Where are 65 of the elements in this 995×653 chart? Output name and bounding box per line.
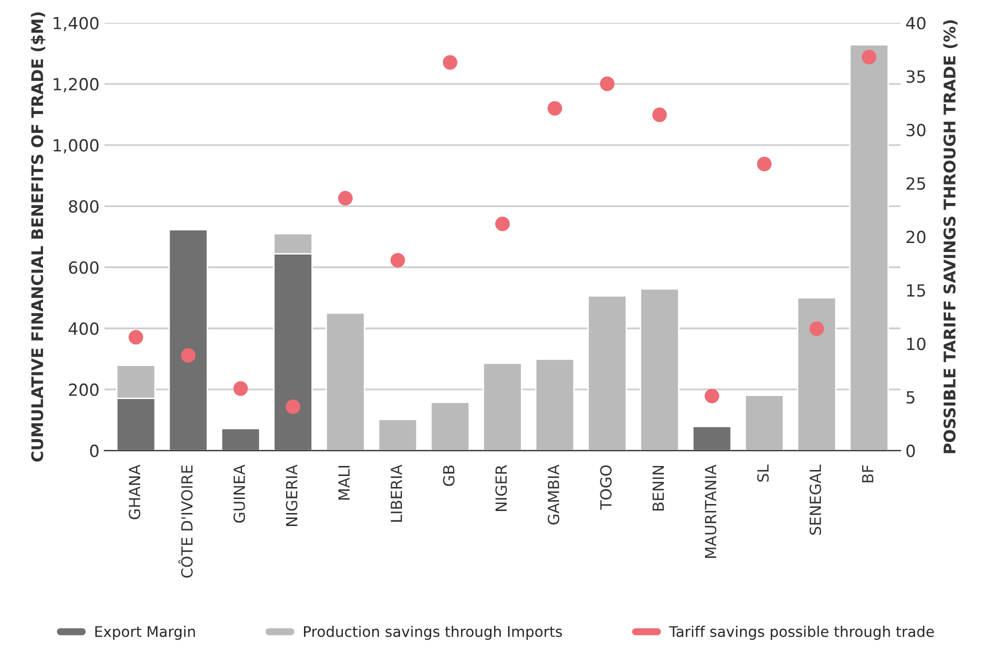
bar [849, 44, 889, 451]
bar [430, 402, 470, 451]
x-tick-label: GB [442, 466, 455, 486]
y2-tick-label: 15 [907, 284, 926, 297]
x-tick-label: TOGO [600, 465, 612, 510]
x-tick-label: MALI [338, 466, 350, 500]
x-tick-label: GUINEA [234, 464, 246, 523]
point [128, 330, 144, 345]
legend-label: Production savings through Imports [304, 626, 562, 640]
y-axis-title: CUMULATIVE FINANCIAL BENEFITS OF TRADE ($M) [30, 12, 46, 462]
y-tick-label: 0 [90, 444, 99, 458]
bar [535, 358, 575, 451]
bar [326, 312, 366, 451]
x-tick-label: SENEGAL [810, 464, 822, 535]
point [180, 348, 196, 363]
bar [692, 426, 732, 451]
bar [168, 228, 208, 451]
x-tick-label: SL [757, 464, 769, 482]
x-tick-label: LIBERIA [390, 464, 402, 522]
x-tick-label: BF [862, 465, 874, 482]
point [442, 55, 458, 70]
point [233, 381, 248, 396]
legend-label: Tariff savings possible through trade [669, 626, 934, 640]
y2-tick-label: 30 [906, 124, 926, 136]
bar [744, 394, 784, 451]
x-tick-label: NIGERIA [286, 464, 298, 526]
bar [220, 428, 260, 451]
y2-tick-label: 20 [906, 230, 926, 244]
x-tick-label: GAMBIA [548, 464, 560, 525]
y-tick-label: 200 [69, 383, 99, 396]
y-tick-label: 1,200 [54, 78, 99, 92]
point [338, 190, 353, 206]
point [652, 108, 667, 122]
bar [587, 295, 628, 451]
point [548, 101, 562, 116]
y2-tick-label: 0 [906, 444, 915, 458]
point [286, 399, 300, 414]
x-tick-label: GHANA [128, 464, 140, 520]
y2-tick-label: 25 [906, 177, 926, 190]
bar [482, 362, 522, 451]
bar [640, 288, 680, 451]
x-tick-label: MAURITANIA [705, 464, 716, 558]
x-tick-label: BENIN [652, 466, 664, 510]
point [600, 76, 614, 92]
point [704, 388, 720, 404]
y-tick-label: 400 [68, 322, 99, 335]
y2-tick-label: 35 [906, 70, 926, 83]
point [495, 216, 510, 232]
legend-label: Export Margin [95, 626, 195, 640]
y-tick-label: 600 [68, 261, 99, 274]
point [809, 321, 824, 336]
y2-axis-title: POSSIBLE TARIFF SAVINGS THROUGH TRADE (%) [943, 20, 958, 454]
point [862, 50, 876, 64]
x-tick-label: NIGER [495, 464, 507, 512]
point [757, 156, 772, 172]
x-tick-label: CÔTE D'IVOIRE [178, 465, 193, 578]
y-tick-label: 1,400 [54, 16, 99, 32]
y-tick-label: 1,000 [54, 139, 99, 154]
y2-tick-label: 10 [907, 338, 926, 350]
y2-tick-label: 5 [906, 391, 914, 404]
y-tick-label: 800 [68, 200, 99, 213]
y2-tick-label: 40 [906, 16, 926, 30]
bar [796, 297, 836, 451]
bar [378, 418, 418, 451]
point [390, 252, 406, 268]
